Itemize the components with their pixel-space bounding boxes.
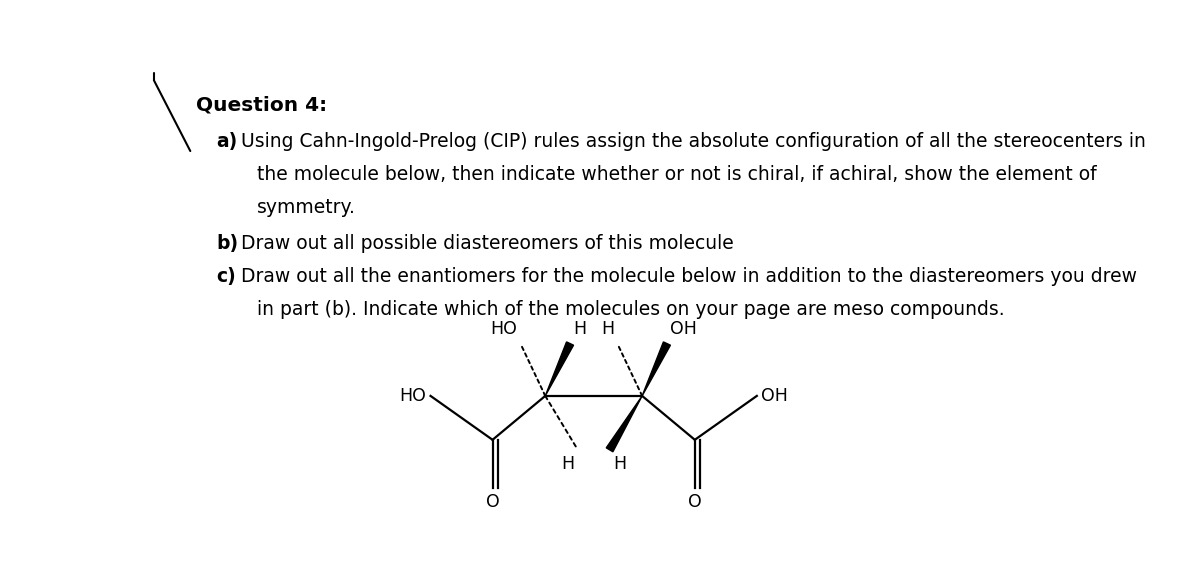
- Text: in part (b). Indicate which of the molecules on your page are meso compounds.: in part (b). Indicate which of the molec…: [257, 300, 1004, 319]
- Polygon shape: [545, 342, 574, 396]
- Text: Draw out all the enantiomers for the molecule below in addition to the diastereo: Draw out all the enantiomers for the mol…: [241, 267, 1138, 285]
- Text: H: H: [574, 320, 587, 338]
- Text: OH: OH: [762, 387, 788, 405]
- Text: b): b): [216, 234, 238, 253]
- Text: symmetry.: symmetry.: [257, 198, 356, 217]
- Text: OH: OH: [670, 320, 697, 338]
- Text: H: H: [560, 455, 574, 473]
- Text: Draw out all possible diastereomers of this molecule: Draw out all possible diastereomers of t…: [241, 234, 734, 253]
- Text: H: H: [601, 320, 614, 338]
- Text: O: O: [486, 493, 499, 511]
- Polygon shape: [642, 342, 671, 396]
- Text: c): c): [216, 267, 235, 285]
- Text: HO: HO: [400, 387, 426, 405]
- Text: the molecule below, then indicate whether or not is chiral, if achiral, show the: the molecule below, then indicate whethe…: [257, 165, 1097, 184]
- Text: a): a): [216, 132, 238, 151]
- Text: HO: HO: [491, 320, 517, 338]
- Text: O: O: [688, 493, 702, 511]
- Text: Question 4:: Question 4:: [197, 95, 328, 115]
- Text: H: H: [613, 455, 626, 473]
- Text: Using Cahn-Ingold-Prelog (CIP) rules assign the absolute configuration of all th: Using Cahn-Ingold-Prelog (CIP) rules ass…: [241, 132, 1146, 151]
- Polygon shape: [606, 396, 642, 452]
